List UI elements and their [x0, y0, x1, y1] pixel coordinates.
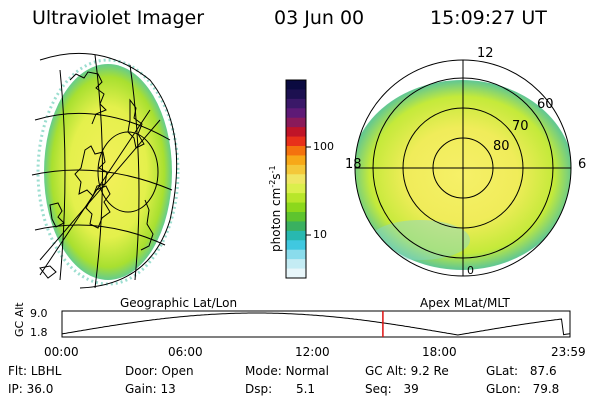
colorbar-segment: [286, 268, 306, 279]
polar-plot: [354, 59, 572, 277]
colorbar-tick-100: 100: [313, 140, 334, 153]
lat-label-70: 70: [512, 119, 529, 134]
time-tick-2359: 23:59: [551, 345, 586, 359]
colorbar-segment: [286, 259, 306, 270]
mode-readout: Mode: Normal: [245, 364, 329, 378]
glat-readout: GLat: 87.6: [486, 364, 557, 378]
observation-time: 15:09:27 UT: [430, 7, 547, 29]
colorbar-segment: [286, 183, 306, 194]
geographic-map: [31, 52, 180, 289]
gc-altitude-readout: GC Alt: 9.2 Re: [365, 364, 449, 378]
observation-date: 03 Jun 00: [274, 7, 365, 29]
right-panel-caption: Apex MLat/MLT: [420, 296, 510, 310]
colorbar-segment: [286, 80, 306, 90]
door-readout: Door: Open: [125, 364, 194, 378]
altitude-plot: [61, 310, 571, 338]
sequence-readout: Seq: 39: [365, 382, 419, 396]
ip-readout: IP: 36.0: [8, 382, 54, 396]
altitude-min-label: 1.8: [30, 326, 48, 339]
mlt-label-12: 12: [477, 46, 494, 61]
colorbar-segment: [286, 174, 306, 185]
altitude-axis-label: GC Alt: [13, 302, 26, 337]
colorbar-segment: [286, 108, 306, 119]
filter-readout: Flt: LBHL: [8, 364, 62, 378]
earth-limb: [39, 52, 178, 289]
altitude-max-label: 9.0: [30, 307, 48, 320]
instrument-title: Ultraviolet Imager: [32, 7, 205, 29]
colorbar-title: photon cm-2s-1: [268, 165, 283, 252]
colorbar-segment: [286, 127, 306, 138]
colorbar-tick-10: 10: [313, 228, 327, 241]
colorbar-segment: [286, 98, 306, 109]
time-tick-0000: 00:00: [44, 345, 79, 359]
colorbar-segment: [286, 249, 306, 260]
lat-label-80: 80: [493, 139, 510, 154]
color-scale-bar: [286, 80, 306, 279]
colorbar-segment: [286, 240, 306, 251]
colorbar-segment: [286, 155, 306, 166]
mlt-label-18: 18: [345, 157, 362, 172]
colorbar-segment: [286, 193, 306, 204]
colorbar-segment: [286, 89, 306, 100]
colorbar-segment: [286, 164, 306, 175]
time-tick-0600: 06:00: [168, 345, 203, 359]
colorbar-segment: [286, 230, 306, 241]
time-tick-1200: 12:00: [295, 345, 330, 359]
coastlines: [39, 71, 154, 279]
lat-label-60: 60: [537, 97, 554, 112]
time-tick-1800: 18:00: [422, 345, 457, 359]
gain-readout: Gain: 13: [125, 382, 176, 396]
colorbar-segment: [286, 146, 306, 156]
colorbar-segment: [286, 117, 306, 128]
colorbar-segment: [286, 221, 306, 232]
glon-readout: GLon: 79.8: [486, 382, 560, 396]
colorbar-segment: [286, 212, 306, 222]
left-panel-caption: Geographic Lat/Lon: [120, 296, 238, 310]
mlt-label-6: 6: [578, 157, 587, 172]
dsp-readout: Dsp: 5.1: [245, 382, 316, 396]
colorbar-segment: [286, 202, 306, 213]
mlt-label-0: 0: [467, 264, 474, 277]
colorbar-segment: [286, 136, 306, 147]
